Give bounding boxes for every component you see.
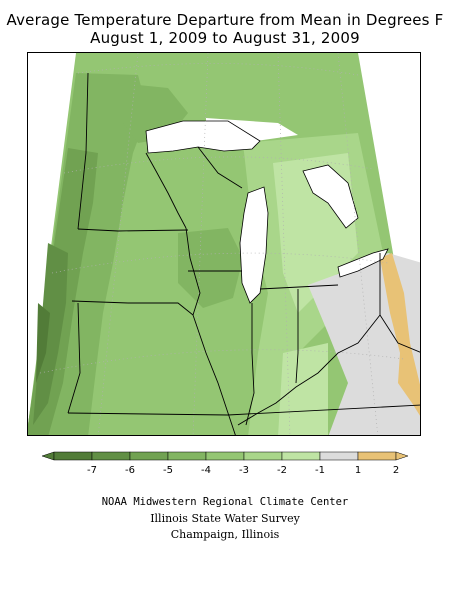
legend-swatch bbox=[129, 451, 169, 461]
map-title: Average Temperature Departure from Mean … bbox=[6, 11, 444, 29]
legend-swatch bbox=[243, 451, 283, 461]
legend-swatch bbox=[319, 451, 359, 461]
lake-huron bbox=[302, 164, 359, 229]
temperature-departure-map bbox=[27, 52, 421, 436]
color-legend: -7 -6 -5 -4 -3 -2 -1 1 2 bbox=[41, 450, 409, 480]
legend-tick-label: -7 bbox=[87, 465, 97, 476]
legend-tick-label: -2 bbox=[277, 465, 287, 476]
zone-minus-7-west bbox=[36, 303, 50, 383]
legend-arrow-high bbox=[395, 451, 409, 461]
lake-michigan bbox=[239, 186, 269, 304]
legend-swatch bbox=[91, 451, 131, 461]
legend-arrow-low bbox=[41, 451, 55, 461]
zone-minus-1-south bbox=[278, 343, 328, 435]
legend-tick-label: -3 bbox=[239, 465, 249, 476]
graticule bbox=[39, 53, 405, 435]
legend-tick-label: 2 bbox=[393, 465, 399, 476]
legend-swatch bbox=[205, 451, 245, 461]
legend-swatch bbox=[281, 451, 321, 461]
credit-organization: NOAA Midwestern Regional Climate Center bbox=[101, 496, 349, 508]
zone-minus-6-west bbox=[33, 243, 68, 425]
legend-tick-label: 1 bbox=[355, 465, 361, 476]
zone-plus-1-east bbox=[380, 253, 420, 416]
credit-location: Champaign, Illinois bbox=[170, 528, 280, 541]
zone-minus-4-wisconsin bbox=[178, 228, 243, 308]
legend-bar: -7 -6 -5 -4 -3 -2 -1 1 2 bbox=[41, 451, 409, 476]
legend-tick-label: -4 bbox=[201, 465, 211, 476]
map-date-range: August 1, 2009 to August 31, 2009 bbox=[90, 29, 360, 47]
map-canvas bbox=[28, 53, 420, 435]
legend-tick-label: -6 bbox=[125, 465, 135, 476]
lake-erie bbox=[337, 248, 389, 278]
legend-swatch bbox=[167, 451, 207, 461]
legend-tick-label: -5 bbox=[163, 465, 173, 476]
state-borders bbox=[67, 72, 420, 435]
credit-survey: Illinois State Water Survey bbox=[150, 512, 300, 525]
legend-swatch bbox=[357, 451, 397, 461]
legend-swatch bbox=[53, 451, 93, 461]
legend-tick-label: -1 bbox=[315, 465, 325, 476]
